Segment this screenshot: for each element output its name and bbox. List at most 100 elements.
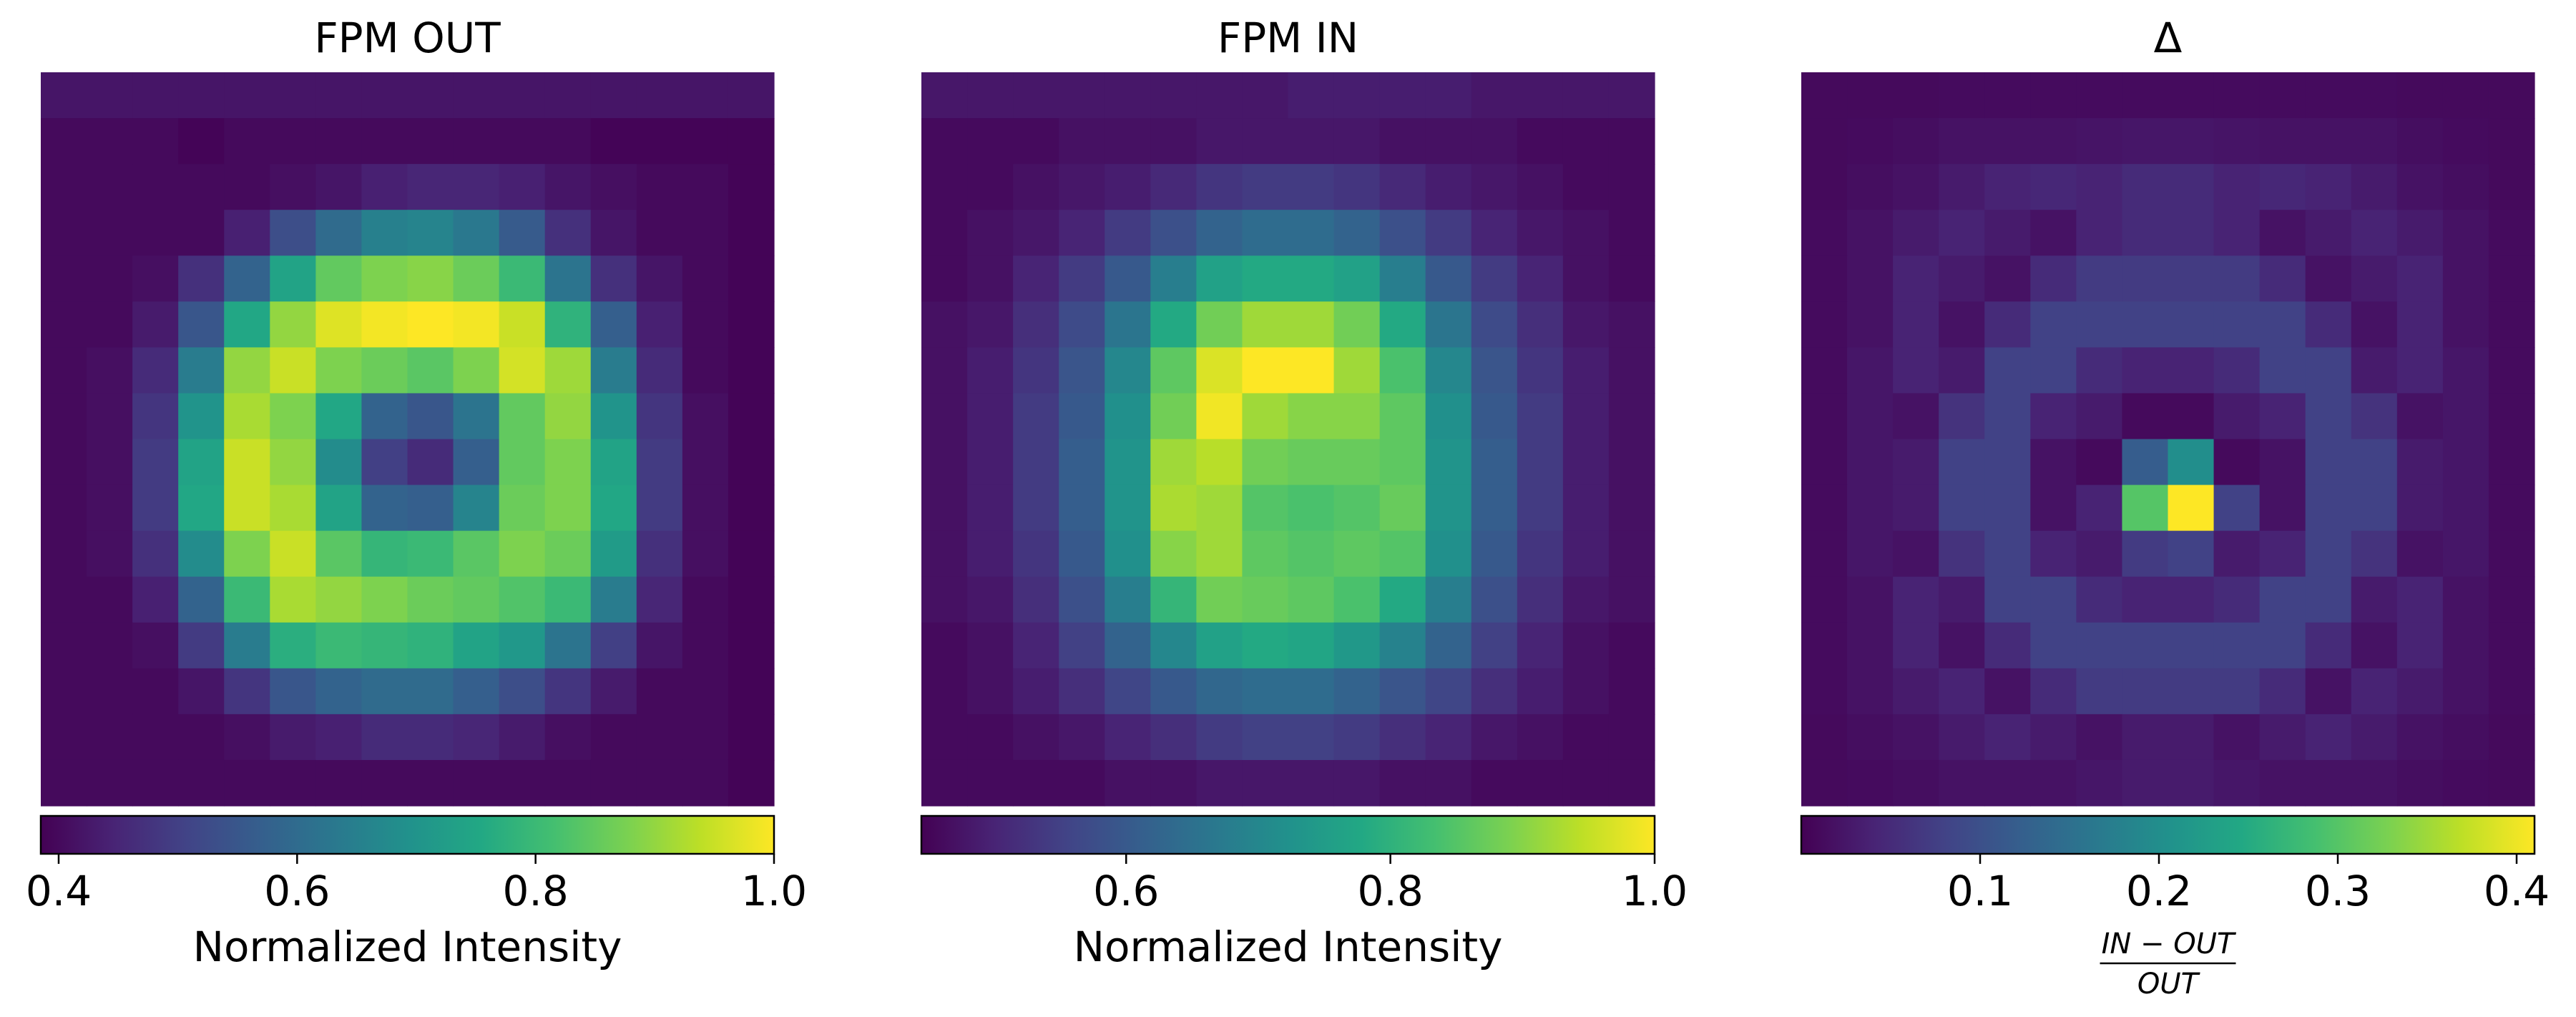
heatmap-cell (87, 210, 133, 256)
heatmap-cell (728, 347, 775, 394)
heatmap-cell (1379, 301, 1426, 348)
heatmap-cell (1059, 301, 1105, 348)
heatmap-cell (1984, 485, 2031, 532)
colorbar-label-numerator: IN − OUT (2102, 928, 2237, 960)
heatmap-cell (224, 668, 270, 715)
heatmap-cell (1105, 530, 1151, 578)
heatmap-cell (1379, 118, 1426, 165)
heatmap-cell (544, 576, 592, 623)
heatmap-cell (41, 164, 87, 210)
heatmap-cell (1893, 72, 1939, 119)
heatmap-cell (224, 72, 270, 119)
heatmap-cell (2213, 72, 2261, 119)
heatmap-cell (224, 576, 270, 623)
heatmap-cell (1425, 118, 1472, 165)
heatmap-cell (2351, 668, 2398, 715)
heatmap-cell (453, 256, 500, 302)
heatmap-cell (1562, 210, 1610, 256)
heatmap-cell (270, 668, 316, 715)
heatmap-cell (2030, 210, 2077, 256)
heatmap-cell (728, 393, 775, 440)
heatmap-cell (590, 301, 637, 348)
heatmap-cell (590, 72, 637, 119)
heatmap-cell (1893, 164, 1939, 210)
heatmap-cell (41, 210, 87, 256)
heatmap-cell (178, 759, 225, 807)
heatmap-cell (1471, 622, 1518, 669)
heatmap-cell (2488, 439, 2535, 486)
heatmap-cell (224, 164, 270, 210)
heatmap-cell (967, 210, 1014, 256)
heatmap-cell (682, 72, 729, 119)
heatmap-cell (87, 485, 133, 532)
heatmap-cell (2213, 347, 2261, 394)
heatmap-cell (224, 210, 270, 256)
heatmap-cell (1801, 622, 1848, 669)
heatmap-cell (1984, 714, 2031, 761)
heatmap-cell (1196, 439, 1243, 486)
heatmap-cell (361, 256, 408, 302)
heatmap-cell (1801, 72, 1848, 119)
heatmap-cell (1939, 164, 1985, 210)
heatmap-cell (2488, 256, 2535, 302)
heatmap-cell (682, 118, 729, 165)
heatmap-cell (361, 530, 408, 578)
heatmap-cell (2442, 393, 2489, 440)
heatmap-cell (87, 439, 133, 486)
heatmap-cell (2259, 759, 2306, 807)
heatmap-cell (2030, 256, 2077, 302)
heatmap-cell (1801, 668, 1848, 715)
heatmap-cell (1471, 668, 1518, 715)
heatmap-cell (590, 668, 637, 715)
heatmap-cell (2213, 714, 2261, 761)
heatmap-cell (1608, 485, 1655, 532)
heatmap-cell (132, 164, 179, 210)
heatmap-cell (87, 668, 133, 715)
heatmap-cell (41, 576, 87, 623)
heatmap-cell (1939, 256, 1985, 302)
heatmap-cell (1517, 530, 1564, 578)
heatmap-cell (132, 72, 179, 119)
heatmap-cell (270, 530, 316, 578)
heatmap-cell (1517, 576, 1564, 623)
heatmap-cell (361, 393, 408, 440)
heatmap-cell (2259, 622, 2306, 669)
heatmap-cell (1893, 530, 1939, 578)
heatmap-cell (224, 714, 270, 761)
heatmap-cell (1847, 714, 1894, 761)
heatmap-cell (178, 164, 225, 210)
heatmap-cell (1242, 714, 1289, 761)
heatmap-cell (682, 164, 729, 210)
heatmap-cell (2488, 301, 2535, 348)
heatmap-cell (499, 210, 546, 256)
colorbar-tick-label: 0.4 (26, 867, 92, 915)
heatmap-cell (1471, 530, 1518, 578)
heatmap-cell (2213, 622, 2261, 669)
heatmap-cell (2122, 210, 2169, 256)
heatmap-cell (2259, 210, 2306, 256)
heatmap-cell (1150, 347, 1197, 394)
heatmap-cell (2305, 576, 2352, 623)
heatmap-cell (2168, 393, 2215, 440)
heatmap-cell (728, 72, 775, 119)
heatmap-cell (590, 759, 637, 807)
heatmap-cell (1984, 118, 2031, 165)
heatmap-cell (1150, 210, 1197, 256)
heatmap-cell (1471, 439, 1518, 486)
heatmap-cell (1150, 485, 1197, 532)
heatmap-cell (2076, 439, 2123, 486)
heatmap-cell (2076, 576, 2123, 623)
heatmap-cell (1608, 530, 1655, 578)
heatmap-cell (1562, 622, 1610, 669)
heatmap-cell (1939, 714, 1985, 761)
heatmap-cell (544, 622, 592, 669)
heatmap-cell (2076, 485, 2123, 532)
heatmap-cell (2122, 256, 2169, 302)
heatmap-cell (2076, 622, 2123, 669)
heatmap-cell (544, 256, 592, 302)
heatmap-cell (1939, 668, 1985, 715)
heatmap-cell (407, 576, 454, 623)
heatmap-cell (590, 393, 637, 440)
heatmap-cell (590, 256, 637, 302)
heatmap-cell (315, 210, 363, 256)
